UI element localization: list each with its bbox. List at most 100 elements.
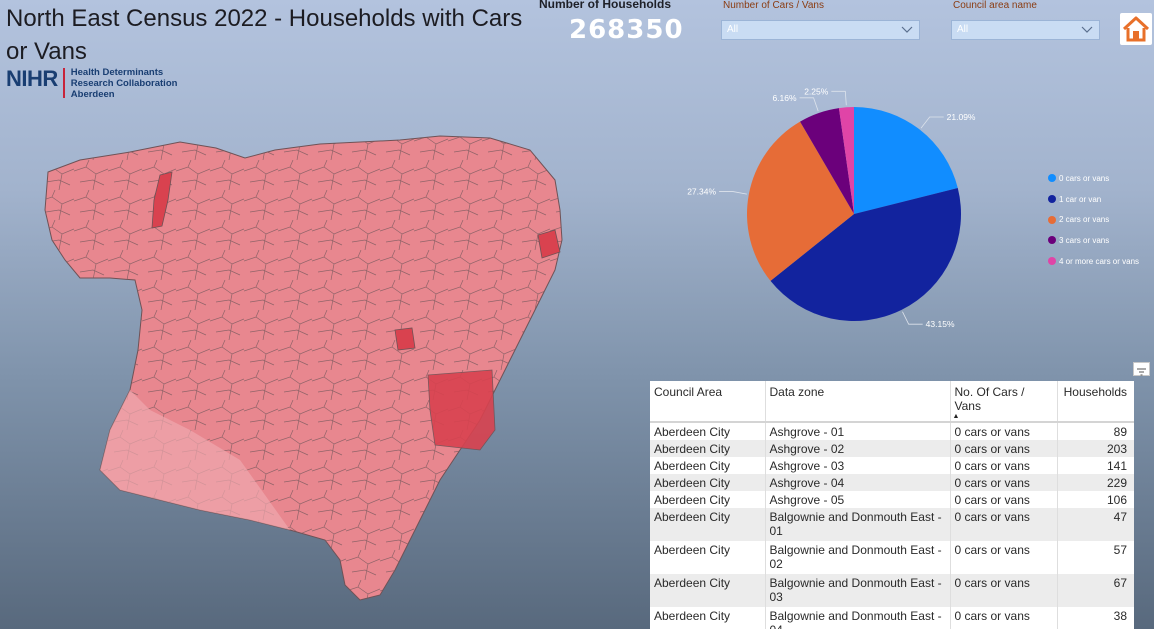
cell-council-area: Aberdeen City [654, 459, 731, 473]
logo-line-3: Aberdeen [70, 89, 115, 100]
cell-data-zone: Ashgrove - 05 [764, 491, 950, 508]
legend-label: 0 cars or vans [1059, 173, 1110, 183]
table-row[interactable]: Aberdeen City Ashgrove - 02 0 cars or vans… [650, 440, 1134, 457]
column-header-cars-vans-label: No. Of Cars / Vans [954, 385, 1025, 413]
council-slicer-dropdown[interactable]: All [951, 20, 1100, 40]
table-row[interactable]: Aberdeen City Balgownie and Donmouth East… [650, 574, 1134, 607]
cell-cars-vans: 0 cars or vans [949, 474, 1057, 491]
column-header-cars-vans[interactable]: No. Of Cars / Vans ▲ [949, 381, 1057, 423]
pie-data-label: 43.15% [926, 319, 955, 329]
pie-slice[interactable] [800, 108, 854, 214]
pie-data-label: 21.09% [947, 112, 976, 122]
pie-leader-line [920, 116, 944, 129]
cell-households: 229 [1056, 474, 1134, 491]
cell-households: 141 [1056, 457, 1134, 474]
column-header-council-area[interactable]: Council Area [650, 381, 765, 423]
cell-data-zone: Ashgrove - 04 [764, 474, 950, 491]
pie-leader-line [719, 191, 747, 195]
sort-up-icon: ▲ [952, 413, 960, 420]
logo-line-2: Research Collaboration [70, 78, 178, 89]
cell-council-area: Aberdeen City [654, 543, 731, 557]
pie-data-label: 6.16% [772, 93, 797, 103]
legend-dot [1048, 215, 1056, 224]
cell-households: 203 [1056, 440, 1134, 457]
legend-item[interactable]: 1 car or van [1048, 189, 1139, 210]
cell-data-zone: Ashgrove - 02 [764, 440, 950, 457]
filter-glyph-icon [1137, 368, 1146, 376]
kpi-value: 268350 [569, 15, 684, 45]
choropleth-map[interactable] [40, 130, 580, 610]
cell-households: 57 [1056, 541, 1134, 574]
map-region-aberdeen-city[interactable] [427, 369, 496, 451]
data-table[interactable]: Council Area Data zone No. Of Cars / Van… [650, 381, 1134, 629]
cell-council-area: Aberdeen City [654, 425, 731, 439]
cell-council-area: Aberdeen City [650, 574, 765, 607]
page-title: North East Census 2022 - Households with… [6, 5, 523, 65]
home-button[interactable] [1120, 13, 1152, 45]
pie-chart[interactable]: 21.09% 43.15% 27.34% 6.16% 2.25% [650, 85, 1150, 345]
pie-slice[interactable] [838, 107, 854, 214]
legend-dot [1048, 236, 1056, 245]
chevron-down-icon [901, 26, 913, 33]
map-region-inverurie[interactable] [394, 327, 416, 351]
legend-item[interactable]: 3 cars or vans [1048, 230, 1139, 251]
table-row[interactable]: Aberdeen City Balgownie and Donmouth East… [650, 541, 1134, 574]
cell-households: 67 [1056, 574, 1134, 607]
table-row[interactable]: Aberdeen City Balgownie and Donmouth East… [650, 607, 1134, 629]
table-row[interactable]: Aberdeen City Ashgrove - 05 0 cars or vans… [650, 491, 1134, 508]
logo-mark: NIHR [6, 66, 58, 91]
legend-label: 4 or more cars or vans [1059, 256, 1140, 266]
council-slicer-value: All [957, 24, 969, 35]
cell-cars-vans: 0 cars or vans [949, 607, 1057, 629]
logo-divider [62, 68, 65, 98]
legend-label: 1 car or van [1059, 194, 1102, 204]
cell-data-zone: Balgownie and Donmouth East - 03 [764, 574, 950, 607]
cell-data-zone: Balgownie and Donmouth East - 02 [764, 541, 950, 574]
cell-council-area: Aberdeen City [650, 508, 765, 541]
cell-council-area: Aberdeen City [654, 609, 731, 623]
council-slicer-label: Council area name [953, 0, 1037, 11]
pie-data-label: 27.34% [687, 187, 716, 197]
kpi-label: Number of Households [539, 0, 672, 11]
map-region-highlight-north[interactable] [151, 171, 173, 229]
cell-data-zone: Ashgrove - 01 [764, 422, 950, 440]
pie-slice[interactable] [854, 107, 958, 214]
pie-legend: 0 cars or vans 1 car or van 2 cars or va… [1048, 168, 1139, 271]
logo-text: Health Determinants Research Collaborati… [71, 67, 178, 100]
table-row[interactable]: Aberdeen City Ashgrove - 03 0 cars or vans… [650, 457, 1134, 474]
map-region-peterhead[interactable] [537, 229, 561, 259]
table-row[interactable]: Aberdeen City Ashgrove - 01 0 cars or vans… [650, 422, 1134, 440]
filter-icon[interactable] [1133, 362, 1150, 376]
pie-data-label: 2.25% [804, 86, 829, 96]
column-header-households[interactable]: Households [1056, 381, 1134, 423]
pie-slice[interactable] [770, 187, 961, 321]
legend-dot [1048, 257, 1056, 266]
table-row[interactable]: Aberdeen City Ashgrove - 04 0 cars or vans… [650, 474, 1134, 491]
pie-leader-line [902, 311, 923, 325]
cell-households: 47 [1056, 508, 1134, 541]
legend-dot [1048, 174, 1056, 183]
pie-slice[interactable] [747, 121, 854, 281]
cars-slicer-dropdown[interactable]: All [721, 20, 920, 40]
home-icon [1122, 16, 1150, 42]
cell-data-zone: Ashgrove - 03 [764, 457, 950, 474]
legend-label: 2 cars or vans [1059, 215, 1110, 225]
column-header-data-zone[interactable]: Data zone [764, 381, 950, 423]
pie-leader-line [831, 90, 847, 106]
legend-label: 3 cars or vans [1059, 235, 1110, 245]
cell-council-area: Aberdeen City [650, 440, 765, 457]
table-row[interactable]: Aberdeen City Balgownie and Donmouth East… [650, 508, 1134, 541]
cell-data-zone: Balgownie and Donmouth East - 04 [764, 607, 950, 629]
cars-slicer-label: Number of Cars / Vans [723, 0, 824, 11]
cell-cars-vans: 0 cars or vans [949, 457, 1057, 474]
cell-cars-vans: 0 cars or vans [949, 491, 1057, 508]
cell-cars-vans: 0 cars or vans [949, 422, 1057, 440]
legend-item[interactable]: 0 cars or vans [1048, 168, 1139, 189]
legend-item[interactable]: 4 or more cars or vans [1048, 251, 1139, 272]
legend-item[interactable]: 2 cars or vans [1048, 209, 1139, 230]
map-region-deeside[interactable] [100, 390, 290, 530]
cell-cars-vans: 0 cars or vans [949, 508, 1057, 541]
cell-households: 106 [1056, 491, 1134, 508]
cell-council-area: Aberdeen City [654, 493, 731, 507]
cars-slicer-value: All [727, 24, 739, 35]
